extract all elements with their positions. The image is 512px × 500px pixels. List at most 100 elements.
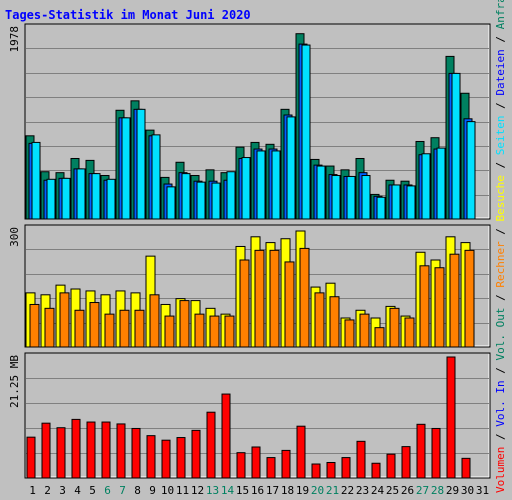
- x-tick-label: 5: [89, 484, 96, 497]
- bar-seiten: [376, 196, 386, 220]
- bar-rechner: [344, 319, 355, 348]
- x-tick-label: 8: [134, 484, 141, 497]
- bar-volumen: [326, 461, 336, 479]
- x-tick-label: 16: [251, 484, 264, 497]
- legend-separator: /: [494, 29, 507, 49]
- bar-seiten: [286, 116, 296, 220]
- bar-rechner: [104, 313, 115, 348]
- bar-rechner: [254, 249, 265, 348]
- x-tick-label: 15: [236, 484, 249, 497]
- bar-volumen: [86, 421, 96, 479]
- bar-rechner: [239, 259, 250, 348]
- bar-seiten: [331, 175, 341, 220]
- y-max-label-2: 300: [8, 227, 21, 247]
- x-tick-label: 2: [44, 484, 51, 497]
- legend-separator: /: [494, 288, 507, 308]
- bar-volumen: [251, 446, 261, 479]
- bar-rechner: [419, 265, 430, 348]
- bar-rechner: [119, 309, 130, 348]
- bar-rechner: [209, 315, 220, 348]
- bar-volumen: [221, 393, 231, 479]
- bar-seiten: [406, 185, 416, 220]
- legend-separator: /: [494, 155, 507, 175]
- bar-rechner: [374, 327, 385, 348]
- x-tick-label: 9: [149, 484, 156, 497]
- bar-volumen: [461, 457, 471, 479]
- x-tick-label: 10: [161, 484, 174, 497]
- bar-volumen: [296, 425, 306, 479]
- bar-volumen: [401, 446, 411, 479]
- x-tick-label: 27: [416, 484, 429, 497]
- bar-volumen: [101, 421, 111, 479]
- x-tick-label: 19: [296, 484, 309, 497]
- bar-rechner: [434, 267, 445, 348]
- bar-rechner: [449, 253, 460, 348]
- bar-volumen: [26, 436, 36, 479]
- bar-rechner: [404, 317, 415, 348]
- bar-seiten: [91, 173, 101, 220]
- x-tick-label: 28: [431, 484, 444, 497]
- bar-seiten: [196, 181, 206, 220]
- legend-separator: /: [494, 427, 507, 447]
- x-tick-label: 18: [281, 484, 294, 497]
- bar-volumen: [41, 422, 51, 479]
- bar-volumen: [386, 453, 396, 479]
- bar-rechner: [59, 292, 70, 348]
- bar-rechner: [389, 307, 400, 348]
- bar-seiten: [436, 147, 446, 220]
- bar-volumen: [131, 427, 141, 479]
- x-tick-label: 21: [326, 484, 339, 497]
- bar-volumen: [206, 411, 216, 479]
- x-tick-label: 12: [191, 484, 204, 497]
- bar-rechner: [299, 247, 310, 348]
- bar-volumen: [341, 457, 351, 479]
- chart-title: Tages-Statistik im Monat Juni 2020: [5, 8, 251, 22]
- bar-rechner: [44, 307, 55, 348]
- legend-item: Besuche: [494, 175, 507, 221]
- bar-volumen: [446, 356, 456, 479]
- bar-seiten: [166, 186, 176, 220]
- x-tick-label: 7: [119, 484, 126, 497]
- bar-volumen: [356, 440, 366, 479]
- bar-rechner: [89, 302, 100, 348]
- bar-seiten: [151, 134, 161, 220]
- bar-rechner: [224, 315, 235, 348]
- legend-item: Dateien: [494, 49, 507, 95]
- bar-rechner: [329, 296, 340, 348]
- bar-seiten: [256, 150, 266, 220]
- x-tick-label: 22: [341, 484, 354, 497]
- x-tick-label: 24: [371, 484, 385, 497]
- bar-seiten: [136, 108, 146, 220]
- bar-rechner: [149, 294, 160, 348]
- legend-text: Volumen / Vol. In / Vol. Out / Rechner /…: [494, 0, 507, 493]
- x-tick-label: 30: [461, 484, 474, 497]
- bar-rechner: [269, 249, 280, 348]
- bar-volumen: [416, 423, 426, 479]
- bar-rechner: [359, 313, 370, 348]
- bar-rechner: [134, 309, 145, 348]
- bar-volumen: [191, 429, 201, 479]
- bar-rechner: [179, 300, 190, 348]
- y-max-label-3: 21.25 MB: [8, 355, 21, 408]
- bar-seiten: [241, 157, 251, 220]
- bar-volumen: [311, 463, 321, 479]
- x-tick-label: 23: [356, 484, 369, 497]
- bar-seiten: [421, 153, 431, 220]
- x-tick-label: 6: [104, 484, 111, 497]
- x-tick-label: 17: [266, 484, 279, 497]
- legend-separator: /: [494, 96, 507, 116]
- bar-seiten: [211, 182, 221, 220]
- x-tick-label: 13: [206, 484, 219, 497]
- x-tick-label: 20: [311, 484, 324, 497]
- bar-volumen: [281, 449, 291, 479]
- bar-seiten: [301, 44, 311, 220]
- legend-item: Anfragen: [494, 0, 507, 29]
- bar-seiten: [391, 184, 401, 220]
- bar-seiten: [46, 178, 56, 220]
- bar-seiten: [61, 177, 71, 220]
- legend-separator: /: [494, 221, 507, 241]
- bar-rechner: [74, 309, 85, 348]
